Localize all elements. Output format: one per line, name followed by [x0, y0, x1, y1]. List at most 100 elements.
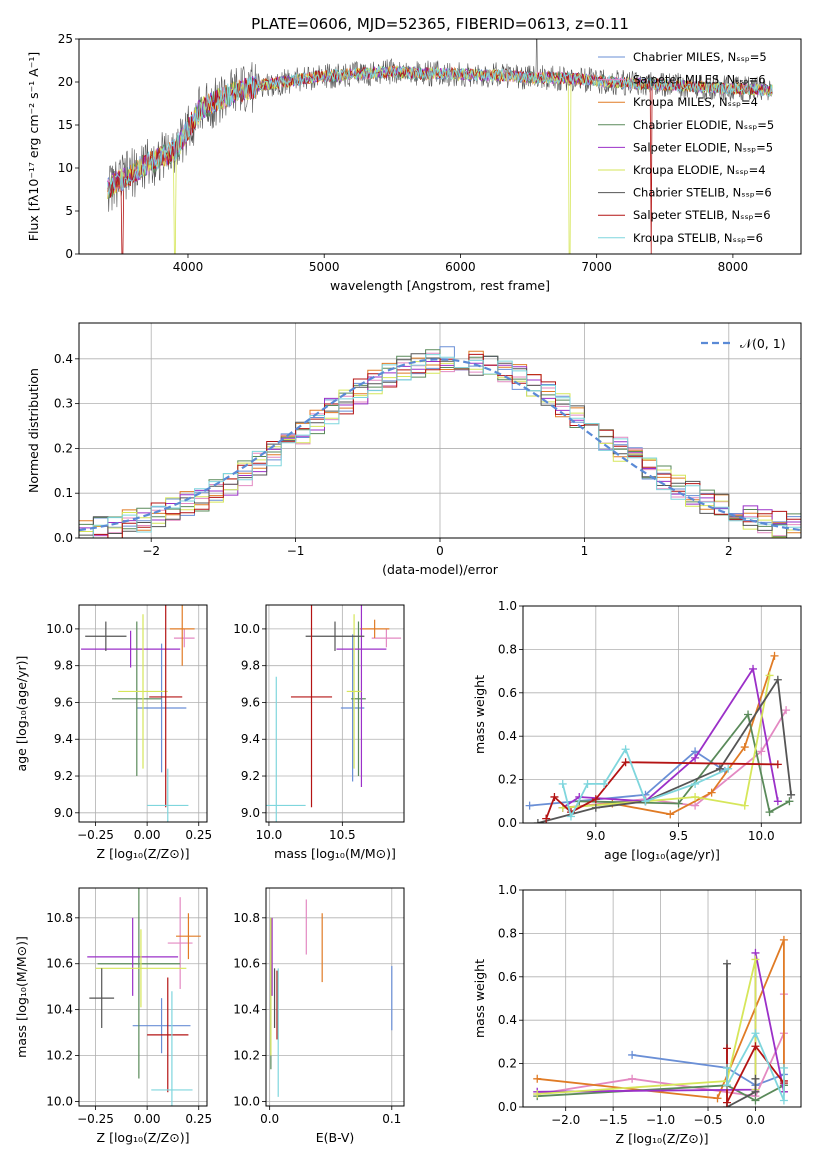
legend-label: Kroupa STELIB, Nₛₛₚ=6: [633, 231, 763, 245]
weight-marker-chabrier-stelib: [533, 819, 542, 823]
legend-spectrum: Chabrier MILES, Nₛₛₚ=5 Salpeter MILES, Nₛ…: [598, 50, 774, 245]
weight-marker-kroupa-stelib: [558, 779, 567, 788]
panel-mass-vs-EBV: 0.0 0.1 10.0 10.2 10.4 10.6 10.8 E(B-V): [233, 887, 405, 1145]
x-axis-label: Z [log₁₀(Z/Z⊙)]: [616, 1131, 709, 1146]
weight-line-chabrier-miles: [631, 1054, 785, 1087]
y-tick-label: 10.8: [233, 911, 260, 925]
weight-marker-kroupa-stelib: [600, 779, 609, 788]
weight-marker-kroupa-miles: [707, 788, 716, 797]
y-tick-label: 20: [58, 75, 73, 89]
y-tick-label: 10.0: [233, 1094, 260, 1108]
weight-marker-salpeter-miles: [782, 706, 791, 715]
panel-mass-vs-Z: −0.25 0.00 0.25 10.0 10.2 10.4 10.6 10.8 Z [log₁…: [14, 887, 212, 1145]
weight-marker-salpeter-stelib: [591, 795, 600, 804]
weight-marker-kroupa-miles: [713, 1094, 722, 1103]
y-tick-label: 0.3: [54, 397, 73, 411]
y-tick-label: 0.2: [54, 441, 73, 455]
x-tick-label: 10.0: [748, 829, 775, 843]
legend-label: 𝒩(0, 1): [740, 336, 786, 351]
plot-area-weight-vs-age: [523, 606, 801, 823]
y-tick-label: 0.1: [54, 486, 73, 500]
weight-line-kroupa-stelib: [561, 747, 729, 820]
x-axis-label: wavelength [Angstrom, rest frame]: [330, 278, 550, 293]
y-tick-label: 0: [65, 247, 73, 261]
y-tick-label: 5: [65, 204, 73, 218]
weight-marker-salpeter-stelib: [722, 1044, 731, 1053]
y-tick-label: 0.4: [54, 352, 73, 366]
weight-line-chabrier-stelib: [726, 963, 757, 1107]
weight-marker-kroupa-elodie: [533, 1089, 542, 1098]
axes-frame: [522, 605, 802, 824]
weight-marker-salpeter-stelib: [550, 792, 559, 801]
y-axis-label: Normed distribution: [26, 368, 41, 493]
y-tick-label: 10.0: [46, 622, 73, 636]
weight-marker-chabrier-miles: [525, 801, 534, 810]
x-tick-label: −0.25: [77, 828, 114, 842]
y-axis-label: mass weight: [472, 959, 487, 1038]
x-tick-label: 0.0: [260, 1112, 279, 1126]
x-axis-label: Z [log₁₀(Z/Z⊙)]: [97, 1130, 190, 1145]
y-tick-label: 1.0: [498, 599, 517, 613]
spectrum-line-salpeter-stelib: [107, 65, 773, 254]
weight-marker-kroupa-miles: [770, 651, 779, 660]
weight-marker-salpeter-elodie: [773, 797, 782, 806]
y-tick-label: 10.4: [233, 1003, 260, 1017]
weight-marker-kroupa-miles: [740, 743, 749, 752]
weight-marker-kroupa-stelib: [583, 779, 592, 788]
weight-line-salpeter-stelib: [545, 761, 778, 820]
plot-area-mass-vs-EBV: [266, 888, 404, 1106]
legend-label: Salpeter STELIB, Nₛₛₚ=6: [633, 208, 771, 222]
axes-frame: [78, 38, 802, 255]
y-tick-label: 10: [58, 161, 73, 175]
weight-marker-kroupa-stelib: [751, 1029, 760, 1038]
weight-marker-kroupa-stelib: [724, 764, 733, 773]
plot-area-weight-vs-Z: [523, 890, 801, 1107]
gaussian-curve: [79, 358, 801, 532]
y-tick-label: 0.0: [498, 816, 517, 830]
y-tick-label: 10.0: [233, 622, 260, 636]
weight-line-kroupa-elodie: [537, 959, 757, 1095]
weight-marker-salpeter-miles: [691, 801, 700, 810]
axes-frame: [265, 887, 405, 1107]
weight-line-chabrier-stelib: [537, 677, 792, 823]
weight-marker-salpeter-stelib: [722, 1098, 731, 1107]
weight-marker-chabrier-elodie: [765, 808, 774, 817]
weight-marker-chabrier-elodie: [674, 799, 683, 808]
y-tick-label: 10.2: [233, 1049, 260, 1063]
x-tick-label: −1.5: [599, 1113, 628, 1127]
y-axis-label: mass weight: [472, 675, 487, 754]
panel-age-vs-mass: 10.0 10.5 9.0 9.2 9.4 9.6 9.8 10.0 mass [log₁₀(M…: [233, 604, 405, 861]
y-tick-label: 10.8: [46, 911, 73, 925]
weight-marker-kroupa-miles: [779, 935, 788, 944]
y-tick-label: 9.4: [241, 732, 260, 746]
weight-marker-kroupa-stelib: [641, 797, 650, 806]
weight-marker-salpeter-elodie: [749, 664, 758, 673]
weight-marker-chabrier-stelib: [751, 1087, 760, 1096]
y-tick-label: 10.2: [46, 1049, 73, 1063]
legend-label: Kroupa MILES, Nₛₛₚ=4: [633, 95, 758, 109]
histogram-step-salpeter-stelib: [79, 353, 801, 538]
weight-marker-chabrier-elodie: [785, 797, 794, 806]
x-axis-label: (data-model)/error: [382, 562, 499, 577]
x-tick-label: 0.00: [134, 828, 161, 842]
legend-label: Kroupa ELODIE, Nₛₛₚ=4: [633, 163, 766, 177]
y-axis-label: mass [log₁₀(M/M⊙)]: [14, 936, 29, 1058]
panel-weight-vs-age: 9.0 9.5 10.0 0.0 0.2 0.4 0.6 0.8 1.0 age [log₁₀(a…: [472, 599, 802, 862]
weight-marker-kroupa-stelib: [566, 812, 575, 821]
plot-area-spectrum: [107, 39, 773, 254]
x-tick-label: 10.0: [256, 828, 283, 842]
x-tick-label: −1: [287, 544, 305, 558]
weight-marker-chabrier-stelib: [773, 675, 782, 684]
y-tick-label: 15: [58, 118, 73, 132]
panel-spectrum: 4000 5000 6000 7000 8000 0 5 10 15 20 25 wavelength…: [26, 32, 802, 293]
axes-frame: [78, 887, 208, 1107]
y-tick-label: 0.8: [498, 926, 517, 940]
x-axis-label: mass [log₁₀(M/M⊙)]: [274, 846, 396, 861]
x-tick-label: 5000: [309, 260, 340, 274]
weight-line-chabrier-miles: [529, 750, 726, 807]
x-tick-label: 10.5: [329, 828, 356, 842]
weight-marker-chabrier-elodie: [744, 710, 753, 719]
weight-marker-chabrier-miles: [628, 1050, 637, 1059]
y-tick-label: 9.2: [54, 769, 73, 783]
legend-label: Chabrier MILES, Nₛₛₚ=5: [633, 50, 767, 64]
